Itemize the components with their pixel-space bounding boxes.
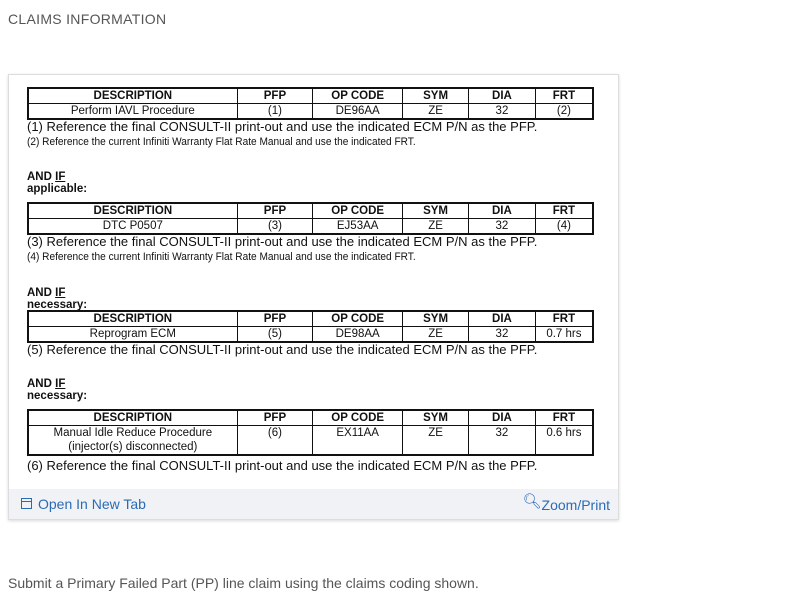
column-header: FRT (534, 409, 594, 426)
section-label: AND IF necessary: (27, 287, 88, 311)
column-header: DESCRIPTION (27, 87, 238, 104)
instruction-text: Submit a Primary Failed Part (PP) line c… (8, 575, 479, 591)
table-row: Manual Idle Reduce Procedure (injector(s)… (27, 425, 594, 456)
column-header: FRT (534, 310, 594, 327)
column-header: DIA (468, 202, 536, 219)
column-header: DIA (468, 409, 536, 426)
table-cell: (6) (236, 425, 314, 456)
column-header: PFP (236, 87, 314, 104)
table-cell: (1) (236, 103, 314, 120)
table-cell: DE96AA (312, 103, 404, 120)
zoom-print-link[interactable]: 🔍︎Zoom/Print (522, 493, 610, 513)
table-cell: 0.6 hrs (534, 425, 594, 456)
page-heading: CLAIMS INFORMATION (8, 11, 167, 27)
table-row: Reprogram ECM (5) DE98AA ZE 32 0.7 hrs (27, 326, 594, 343)
table-cell: 32 (468, 425, 536, 456)
table-header: DESCRIPTION PFP OP CODE SYM DIA FRT (27, 409, 594, 426)
table-header: DESCRIPTION PFP OP CODE SYM DIA FRT (27, 310, 594, 327)
column-header: OP CODE (312, 409, 404, 426)
column-header: SYM (402, 409, 470, 426)
table-row: Perform IAVL Procedure (1) DE96AA ZE 32 (2) (27, 103, 594, 120)
column-header: PFP (236, 409, 314, 426)
column-header: OP CODE (312, 87, 404, 104)
table-cell: DTC P0507 (27, 218, 238, 235)
column-header: FRT (534, 87, 594, 104)
claims-image-card: DESCRIPTION PFP OP CODE SYM DIA FRT Perform IA… (8, 74, 619, 520)
column-header: SYM (402, 202, 470, 219)
table-cell: (3) (236, 218, 314, 235)
table-header: DESCRIPTION PFP OP CODE SYM DIA FRT (27, 202, 594, 219)
table-cell: 32 (468, 326, 536, 343)
column-header: OP CODE (312, 202, 404, 219)
table-cell: 0.7 hrs (534, 326, 594, 343)
column-header: PFP (236, 310, 314, 327)
footnote: (3) Reference the final CONSULT-II print… (27, 234, 538, 249)
open-tab-icon (21, 498, 32, 509)
column-header: OP CODE (312, 310, 404, 327)
card-footer: Open In New Tab 🔍︎Zoom/Print (9, 489, 618, 519)
table-header: DESCRIPTION PFP OP CODE SYM DIA FRT (27, 87, 594, 104)
table-row: DTC P0507 (3) EJ53AA ZE 32 (4) (27, 218, 594, 235)
column-header: DESCRIPTION (27, 310, 238, 327)
open-in-new-tab-link[interactable]: Open In New Tab (21, 496, 146, 512)
claims-table: DESCRIPTION PFP OP CODE SYM DIA FRT Reprogram … (27, 310, 594, 343)
column-header: FRT (534, 202, 594, 219)
table-cell: DE98AA (312, 326, 404, 343)
column-header: DESCRIPTION (27, 202, 238, 219)
section-label: AND IF applicable: (27, 171, 88, 195)
table-cell: Reprogram ECM (27, 326, 238, 343)
table-cell: (2) (534, 103, 594, 120)
column-header: DIA (468, 87, 536, 104)
table-cell: Perform IAVL Procedure (27, 103, 238, 120)
table-cell: EJ53AA (312, 218, 404, 235)
column-header: DESCRIPTION (27, 409, 238, 426)
column-header: SYM (402, 87, 470, 104)
table-cell: EX11AA (312, 425, 404, 456)
table-cell: ZE (402, 218, 470, 235)
column-header: DIA (468, 310, 536, 327)
claims-table: DESCRIPTION PFP OP CODE SYM DIA FRT DTC P0507(… (27, 202, 594, 235)
table-cell: ZE (402, 326, 470, 343)
footnote: (1) Reference the final CONSULT-II print… (27, 119, 538, 134)
claims-table: DESCRIPTION PFP OP CODE SYM DIA FRT Perform IA… (27, 87, 594, 120)
column-header: SYM (402, 310, 470, 327)
table-cell: ZE (402, 425, 470, 456)
footnote: (4) Reference the current Infiniti Warra… (27, 251, 416, 263)
table-cell: ZE (402, 103, 470, 120)
claims-table: DESCRIPTION PFP OP CODE SYM DIA FRT Manual Idl… (27, 409, 594, 456)
zoom-in-icon: 🔍︎ (522, 493, 542, 510)
table-cell: Manual Idle Reduce Procedure (injector(s)… (27, 425, 238, 456)
footnote: (6) Reference the final CONSULT-II print… (27, 458, 538, 473)
table-cell: 32 (468, 218, 536, 235)
footnote: (5) Reference the final CONSULT-II print… (27, 342, 538, 357)
column-header: PFP (236, 202, 314, 219)
table-cell: (5) (236, 326, 314, 343)
section-label: AND IF necessary: (27, 378, 88, 402)
footnote: (2) Reference the current Infiniti Warra… (27, 136, 416, 148)
table-cell: (4) (534, 218, 594, 235)
table-cell: 32 (468, 103, 536, 120)
